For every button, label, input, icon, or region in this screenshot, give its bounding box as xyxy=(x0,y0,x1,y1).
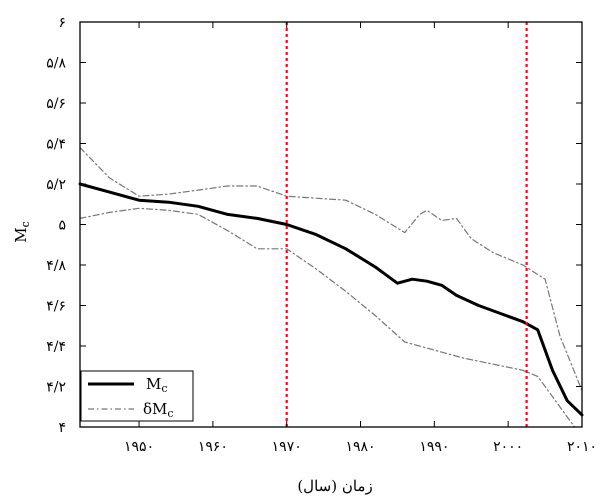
x-tick-label: ۲۰۱۰ xyxy=(567,439,597,455)
series-line-1 xyxy=(79,147,583,392)
x-tick-label: ۱۹۹۰ xyxy=(419,439,449,455)
x-tick-label: ۱۹۵۰ xyxy=(124,439,154,455)
y-tick-label: ۵/۲ xyxy=(46,177,66,193)
axis-tick-labels: ۱۹۵۰ ۱۹۶۰ ۱۹۷۰ ۱۹۸۰ ۱۹۹۰ ۲۰۰۰ ۲۰۱۰ ۴ ۴/۲ ۴/۴ ۴/۶ ۴/… xyxy=(46,15,597,455)
y-tick-label: ۴ xyxy=(58,420,66,436)
series-line-0 xyxy=(78,182,584,417)
y-tick-label: ۵/۴ xyxy=(46,137,66,153)
legend-box xyxy=(80,370,194,422)
x-tick-label: ۱۹۷۰ xyxy=(272,439,302,455)
y-tick-label: ۴/۸ xyxy=(46,258,66,274)
x-axis-title: زمان (سال) xyxy=(297,477,372,495)
y-axis-title: Mc xyxy=(12,221,32,243)
vertical-reference-lines xyxy=(285,22,528,427)
y-tick-label: ۵/۸ xyxy=(46,56,66,72)
x-tick-label: ۱۹۸۰ xyxy=(345,439,375,455)
axis-ticks xyxy=(80,21,583,428)
legend-label-delta-mc: δMc xyxy=(143,400,174,420)
y-tick-label: ۴/۲ xyxy=(46,380,66,396)
y-tick-label: ۶ xyxy=(58,15,66,31)
series-line-2 xyxy=(79,207,576,428)
y-tick-label: ۵ xyxy=(58,218,66,234)
legend-label-mc: Mc xyxy=(146,375,168,395)
legend: Mc δMc xyxy=(80,370,194,422)
y-tick-label: ۴/۴ xyxy=(46,339,66,355)
x-tick-label: ۲۰۰۰ xyxy=(493,439,523,455)
plot-frame xyxy=(79,21,583,428)
y-axis-title-main: M xyxy=(12,227,30,242)
y-tick-label: ۴/۶ xyxy=(46,299,66,315)
y-tick-label: ۵/۶ xyxy=(46,96,66,112)
y-axis-title-sub: c xyxy=(19,221,32,227)
plot-lines xyxy=(78,147,584,428)
x-tick-label: ۱۹۶۰ xyxy=(198,439,228,455)
